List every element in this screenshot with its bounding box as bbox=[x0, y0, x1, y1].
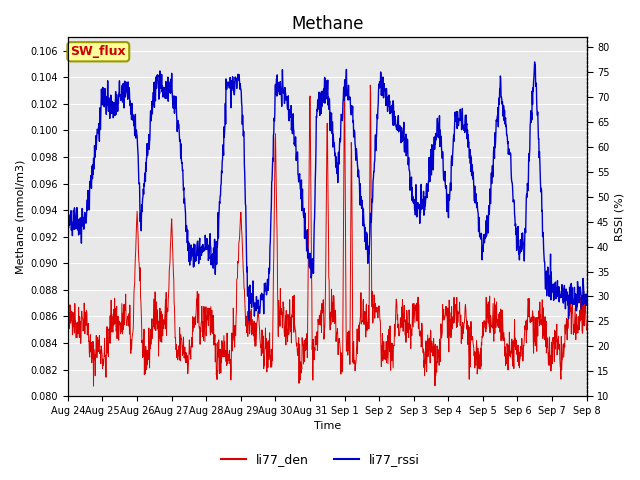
Y-axis label: RSSI (%): RSSI (%) bbox=[615, 192, 625, 241]
Legend: li77_den, li77_rssi: li77_den, li77_rssi bbox=[216, 448, 424, 471]
Y-axis label: Methane (mmol/m3): Methane (mmol/m3) bbox=[15, 159, 25, 274]
X-axis label: Time: Time bbox=[314, 421, 341, 432]
Text: SW_flux: SW_flux bbox=[70, 45, 126, 58]
Title: Methane: Methane bbox=[291, 15, 364, 33]
